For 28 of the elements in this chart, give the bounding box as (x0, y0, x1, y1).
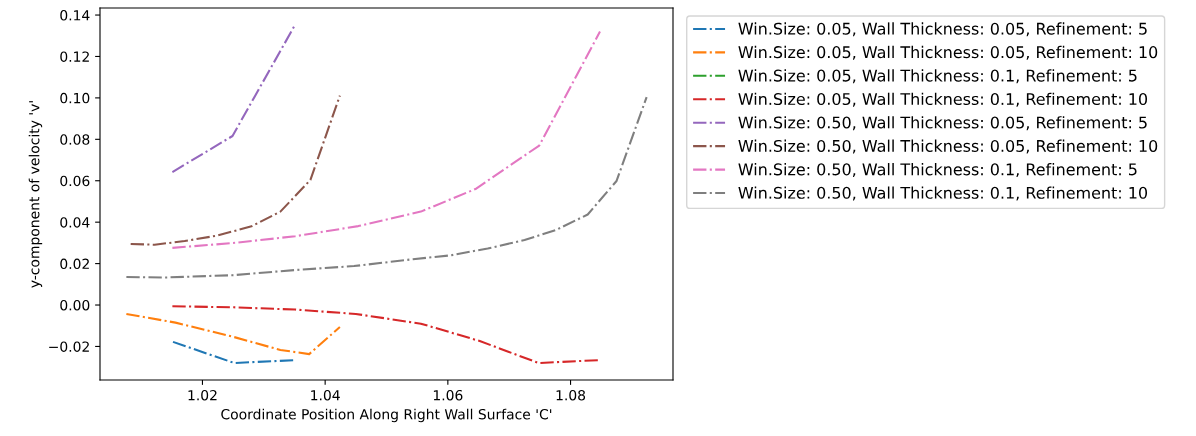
line-series (125, 96, 648, 279)
y-tick-label: 0.02 (60, 258, 89, 270)
y-tick-label: 0.08 (60, 134, 90, 145)
legend-label: Win.Size: 0.50, Wall Thickness: 0.05, Refinement: 10 (738, 139, 1158, 154)
y-tick-label: 0.04 (60, 217, 90, 228)
line-series (125, 312, 341, 356)
legend-label: Win.Size: 0.05, Wall Thickness: 0.1, Refinement: 10 (738, 92, 1148, 107)
legend-label: Win.Size: 0.50, Wall Thickness: 0.1, Refinement: 10 (738, 186, 1148, 201)
y-tick-label: −0.02 (49, 341, 89, 352)
line-series (129, 94, 341, 246)
x-axis-title: Coordinate Position Along Right Wall Surface 'C' (221, 408, 552, 423)
legend-label: Win.Size: 0.05, Wall Thickness: 0.05, Refinement: 10 (738, 45, 1158, 60)
y-tick-label: 0.14 (60, 10, 90, 21)
x-tick-label: 1.04 (311, 389, 340, 401)
legend-label: Win.Size: 0.50, Wall Thickness: 0.05, Refinement: 5 (738, 116, 1147, 131)
x-tick-label: 1.02 (188, 389, 217, 401)
legend-label: Win.Size: 0.05, Wall Thickness: 0.05, Refinement: 5 (738, 22, 1147, 37)
x-tick-label: 1.06 (433, 389, 463, 401)
y-tick-label: 0.12 (60, 51, 89, 62)
x-tick-label: 1.08 (556, 389, 586, 401)
line-series (171, 30, 602, 249)
y-tick-label: 0.06 (60, 175, 90, 187)
y-axis-title: y-component of velocity 'v' (28, 101, 43, 288)
y-tick-label: 0.00 (60, 299, 90, 311)
line-series (171, 305, 601, 365)
y-tick-label: 0.10 (60, 92, 90, 104)
legend-label: Win.Size: 0.05, Wall Thickness: 0.1, Refinement: 5 (738, 69, 1137, 84)
legend-label: Win.Size: 0.50, Wall Thickness: 0.1, Refinement: 5 (738, 163, 1137, 178)
